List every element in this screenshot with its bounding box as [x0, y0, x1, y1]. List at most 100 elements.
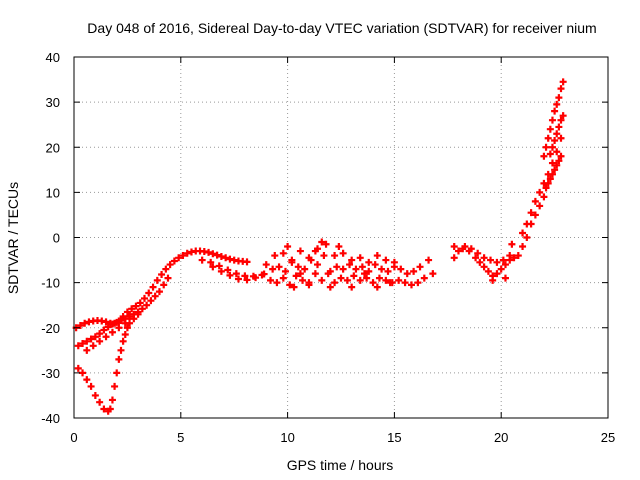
data-point [104, 323, 112, 331]
series-plunge [74, 310, 142, 415]
data-point [96, 398, 104, 406]
data-point [217, 267, 225, 275]
data-point [546, 150, 554, 158]
data-point [365, 267, 373, 275]
data-point [467, 245, 475, 253]
data-point [273, 279, 281, 287]
data-point [117, 317, 125, 325]
data-point [320, 252, 328, 260]
data-point [508, 240, 516, 248]
data-point [375, 274, 383, 282]
data-point [546, 125, 554, 133]
data-point [145, 289, 153, 297]
data-point [553, 148, 561, 156]
data-point [262, 261, 270, 269]
data-point [226, 271, 234, 279]
data-point [153, 276, 161, 284]
data-point [74, 342, 82, 350]
data-point [87, 335, 95, 343]
data-point [386, 279, 394, 287]
data-point [480, 263, 488, 271]
data-point [232, 270, 240, 278]
data-point [106, 405, 114, 413]
data-point [271, 252, 279, 260]
data-point [296, 270, 304, 278]
data-point [373, 283, 381, 291]
data-point [519, 243, 527, 251]
data-point [542, 184, 550, 192]
series-arc-diag [83, 319, 129, 354]
data-point [510, 254, 518, 262]
data-point [326, 283, 334, 291]
x-tick-label: 5 [177, 430, 184, 445]
data-point [397, 265, 405, 273]
data-point [314, 261, 322, 269]
data-point [213, 251, 221, 259]
data-point [119, 337, 127, 345]
data-point [132, 302, 140, 310]
y-tick-label: 20 [46, 140, 60, 155]
data-point [162, 265, 170, 273]
data-point [322, 240, 330, 248]
data-point [183, 249, 191, 257]
data-point [548, 143, 556, 151]
data-point [356, 276, 364, 284]
series-mid-scatter [284, 238, 437, 291]
data-point [542, 143, 550, 151]
data-point [557, 152, 565, 160]
series-final-spike [540, 78, 567, 160]
data-point [76, 321, 84, 329]
data-point [333, 263, 341, 271]
data-point [401, 279, 409, 287]
data-point [350, 272, 358, 280]
data-point [531, 197, 539, 205]
y-tick-label: 40 [46, 50, 60, 65]
data-point [523, 234, 531, 241]
data-point [113, 369, 121, 377]
data-point [292, 272, 300, 280]
data-point [217, 252, 225, 260]
data-point [536, 202, 544, 210]
y-tick-label: -40 [41, 411, 60, 426]
data-point [296, 247, 304, 255]
data-point [551, 166, 559, 174]
data-point [555, 157, 563, 165]
data-point [108, 396, 116, 404]
data-point [143, 301, 151, 309]
data-point [331, 252, 339, 260]
data-point [123, 308, 131, 316]
data-point [269, 265, 277, 273]
y-tick-label: -30 [41, 366, 60, 381]
x-tick-label: 20 [494, 430, 508, 445]
data-point [450, 243, 458, 251]
data-point [305, 281, 313, 289]
data-point [83, 376, 91, 384]
series-late-arc [454, 245, 518, 280]
data-point [87, 382, 95, 390]
y-tick-label: -20 [41, 321, 60, 336]
data-point [294, 263, 302, 271]
data-point [234, 275, 242, 283]
data-point [557, 116, 565, 124]
data-point [371, 261, 379, 269]
data-point [551, 107, 559, 115]
data-point [559, 78, 567, 86]
data-point [553, 161, 561, 169]
data-point [519, 229, 527, 237]
data-point [117, 346, 125, 354]
data-point [331, 279, 339, 287]
data-point [279, 249, 287, 257]
data-point [160, 281, 168, 289]
series-mid-band-b [267, 270, 428, 289]
data-point [555, 123, 563, 131]
data-point [96, 330, 104, 338]
data-point [100, 326, 108, 334]
data-point [373, 252, 381, 260]
data-point [136, 299, 144, 307]
data-point [555, 94, 563, 102]
data-point [158, 271, 166, 279]
data-point [151, 292, 159, 300]
data-point [420, 274, 428, 282]
x-tick-label: 0 [70, 430, 77, 445]
data-point [514, 252, 522, 260]
